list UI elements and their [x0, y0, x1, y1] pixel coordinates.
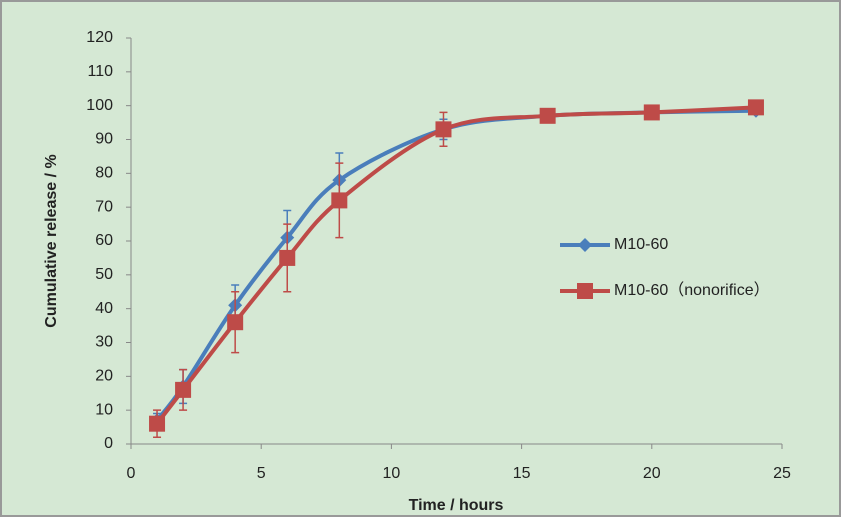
marker	[279, 249, 296, 266]
marker	[227, 314, 244, 331]
marker	[149, 415, 166, 432]
marker	[435, 121, 452, 138]
legend-label: M10-60（nonorifice）	[614, 281, 770, 299]
marker	[747, 99, 764, 116]
marker	[577, 283, 593, 299]
y-axis-title: Cumulative release / %	[43, 154, 60, 327]
x-axis-title: Time / hours	[409, 497, 504, 514]
y-tick-label: 70	[95, 198, 113, 215]
marker	[539, 107, 556, 124]
marker	[331, 192, 348, 209]
y-tick-label: 40	[95, 300, 113, 317]
x-tick-label: 10	[383, 465, 401, 482]
x-tick-label: 25	[773, 465, 791, 482]
y-tick-label: 80	[95, 165, 113, 182]
marker	[643, 104, 660, 121]
x-tick-label: 5	[257, 465, 266, 482]
marker	[578, 238, 592, 252]
y-tick-label: 90	[95, 131, 113, 148]
marker	[175, 381, 192, 398]
y-tick-label: 30	[95, 334, 113, 351]
x-tick-label: 20	[643, 465, 661, 482]
y-tick-label: 100	[86, 97, 113, 114]
series-line	[155, 105, 757, 425]
x-tick-label: 15	[513, 465, 531, 482]
y-tick-label: 50	[95, 266, 113, 283]
legend-label: M10-60	[614, 236, 668, 253]
y-tick-label: 0	[104, 435, 113, 452]
y-tick-label: 120	[86, 29, 113, 46]
y-tick-label: 20	[95, 368, 113, 385]
y-tick-label: 60	[95, 232, 113, 249]
y-tick-label: 110	[87, 63, 113, 80]
y-tick-label: 10	[95, 401, 113, 418]
x-tick-label: 0	[127, 465, 136, 482]
